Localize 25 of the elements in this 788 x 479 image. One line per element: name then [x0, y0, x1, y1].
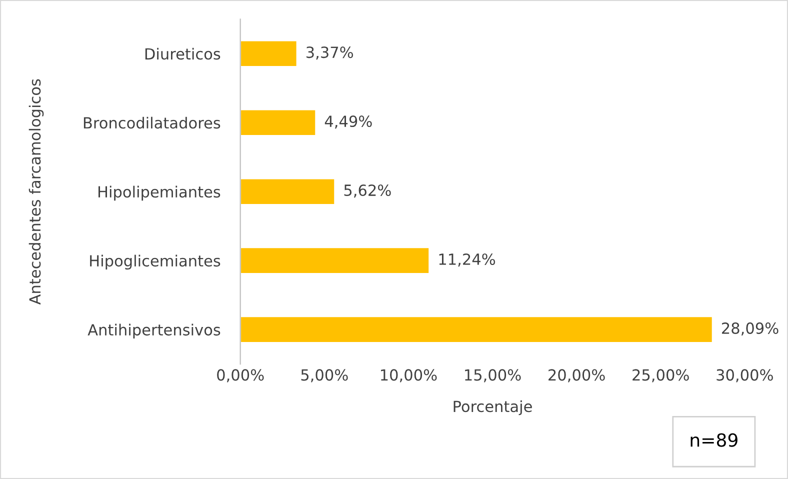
bar — [240, 40, 298, 68]
x-tick-label: 20,00% — [548, 369, 605, 382]
data-label: 11,24% — [439, 253, 496, 267]
x-axis-title: Porcentaje — [454, 400, 532, 416]
y-tick-label: Hipoglicemiantes — [90, 254, 220, 270]
bar — [240, 178, 336, 206]
text: n=89 — [690, 433, 738, 447]
y-tick-label: Antihipertensivos — [88, 324, 220, 339]
data-label: 5,62% — [344, 184, 391, 198]
data-label: 4,49% — [324, 116, 372, 129]
bar — [240, 108, 317, 136]
y-tick-label: Broncodilatadores — [84, 116, 220, 129]
y-tick-label: Diureticos — [145, 48, 220, 60]
data-label: 3,37% — [306, 46, 354, 60]
y-axis-title: Antecedentes farcamologicos — [28, 79, 44, 305]
data-label: 28,09% — [722, 322, 778, 336]
x-tick-label: 5,00% — [301, 369, 348, 382]
y-tick-label: Hipolipemiantes — [98, 186, 220, 201]
x-tick-label: 0,00% — [217, 369, 264, 382]
bar — [240, 316, 714, 344]
x-tick-label: 10,00% — [381, 369, 437, 382]
x-tick-label: 25,00% — [632, 369, 689, 382]
bar — [240, 246, 430, 274]
x-tick-label: 15,00% — [465, 369, 521, 382]
x-tick-label: 30,00% — [716, 369, 773, 382]
